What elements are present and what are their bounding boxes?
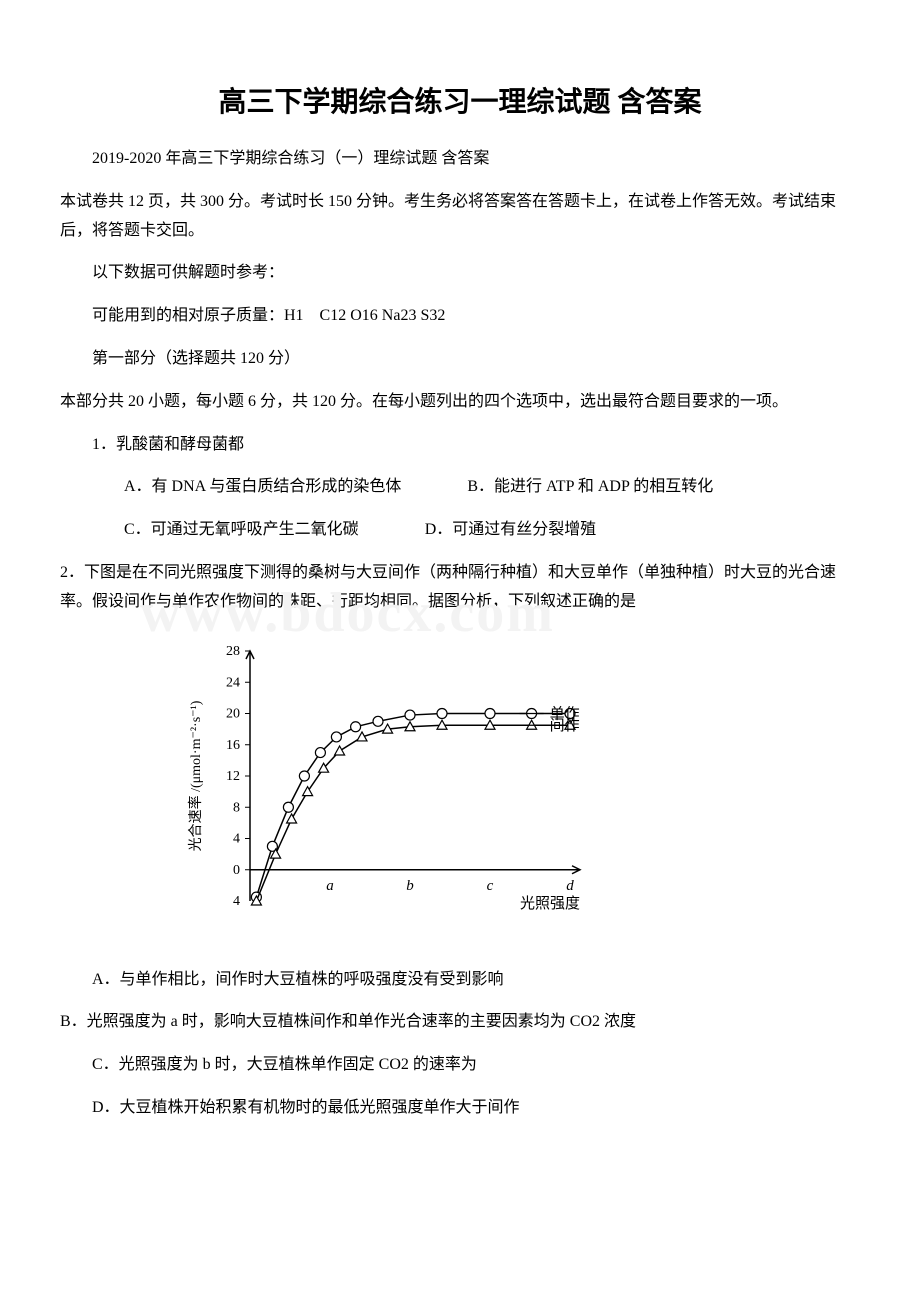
q1-option-c: C．可通过无氧呼吸产生二氧化碳: [92, 516, 359, 545]
svg-text:d: d: [566, 877, 574, 893]
svg-text:0: 0: [233, 862, 240, 877]
svg-text:20: 20: [226, 706, 240, 721]
svg-text:a: a: [326, 877, 334, 893]
q2-option-a: A．与单作相比，间作时大豆植株的呼吸强度没有受到影响: [60, 966, 860, 995]
q2-option-b: B．光照强度为 a 时，影响大豆植株间作和单作光合速率的主要因素均为 CO2 浓…: [60, 1008, 860, 1037]
q1-option-d: D．可通过有丝分裂增殖: [393, 516, 597, 545]
page-title: 高三下学期综合练习一理综试题 含答案: [60, 80, 860, 120]
svg-text:光合速率 /(μmol·m⁻²·s⁻¹): 光合速率 /(μmol·m⁻²·s⁻¹): [187, 700, 204, 851]
svg-text:16: 16: [226, 737, 240, 752]
q2-option-d: D．大豆植株开始积累有机物时的最低光照强度单作大于间作: [60, 1094, 860, 1123]
q2-chart: www.bdocx.com 40481216202428abcd光照强度光合速率…: [180, 631, 860, 946]
q2-option-c: C．光照强度为 b 时，大豆植株单作固定 CO2 的速率为: [60, 1051, 860, 1080]
intro-1: 本试卷共 12 页，共 300 分。考试时长 150 分钟。考生务必将答案答在答…: [60, 188, 860, 246]
q2-stem: 2．下图是在不同光照强度下测得的桑树与大豆间作（两种隔行种植）和大豆单作（单独种…: [60, 559, 860, 617]
svg-text:4: 4: [233, 894, 240, 909]
q1-option-a: A．有 DNA 与蛋白质结合形成的染色体: [92, 473, 401, 502]
svg-text:12: 12: [226, 769, 240, 784]
q1-options-row1: A．有 DNA 与蛋白质结合形成的染色体 B．能进行 ATP 和 ADP 的相互…: [60, 473, 860, 502]
q1-stem: 1．乳酸菌和酵母菌都: [60, 431, 860, 460]
svg-text:c: c: [487, 877, 494, 893]
svg-text:b: b: [406, 877, 414, 893]
q1-option-b: B．能进行 ATP 和 ADP 的相互转化: [435, 473, 713, 502]
part-intro: 本部分共 20 小题，每小题 6 分，共 120 分。在每小题列出的四个选项中，…: [60, 388, 860, 417]
svg-text:光照强度: 光照强度: [520, 894, 580, 911]
svg-text:24: 24: [226, 675, 240, 690]
svg-text:4: 4: [233, 831, 240, 846]
part-title: 第一部分（选择题共 120 分）: [60, 345, 860, 374]
photosynthesis-chart-svg: 4 0 4 8 12 16 20 24 28 a b c d光照强度 光合速率 /(μmol·m⁻²·s⁻…: [180, 631, 650, 941]
q1-options-row2: C．可通过无氧呼吸产生二氧化碳 D．可通过有丝分裂增殖: [60, 516, 860, 545]
intro-3: 可能用到的相对原子质量：H1 C12 O16 Na23 S32: [60, 302, 860, 331]
subtitle: 2019-2020 年高三下学期综合练习（一）理综试题 含答案: [60, 145, 860, 174]
intro-2: 以下数据可供解题时参考：: [60, 259, 860, 288]
svg-text:28: 28: [226, 644, 240, 659]
svg-text:8: 8: [233, 800, 240, 815]
svg-text:间作: 间作: [550, 717, 580, 734]
